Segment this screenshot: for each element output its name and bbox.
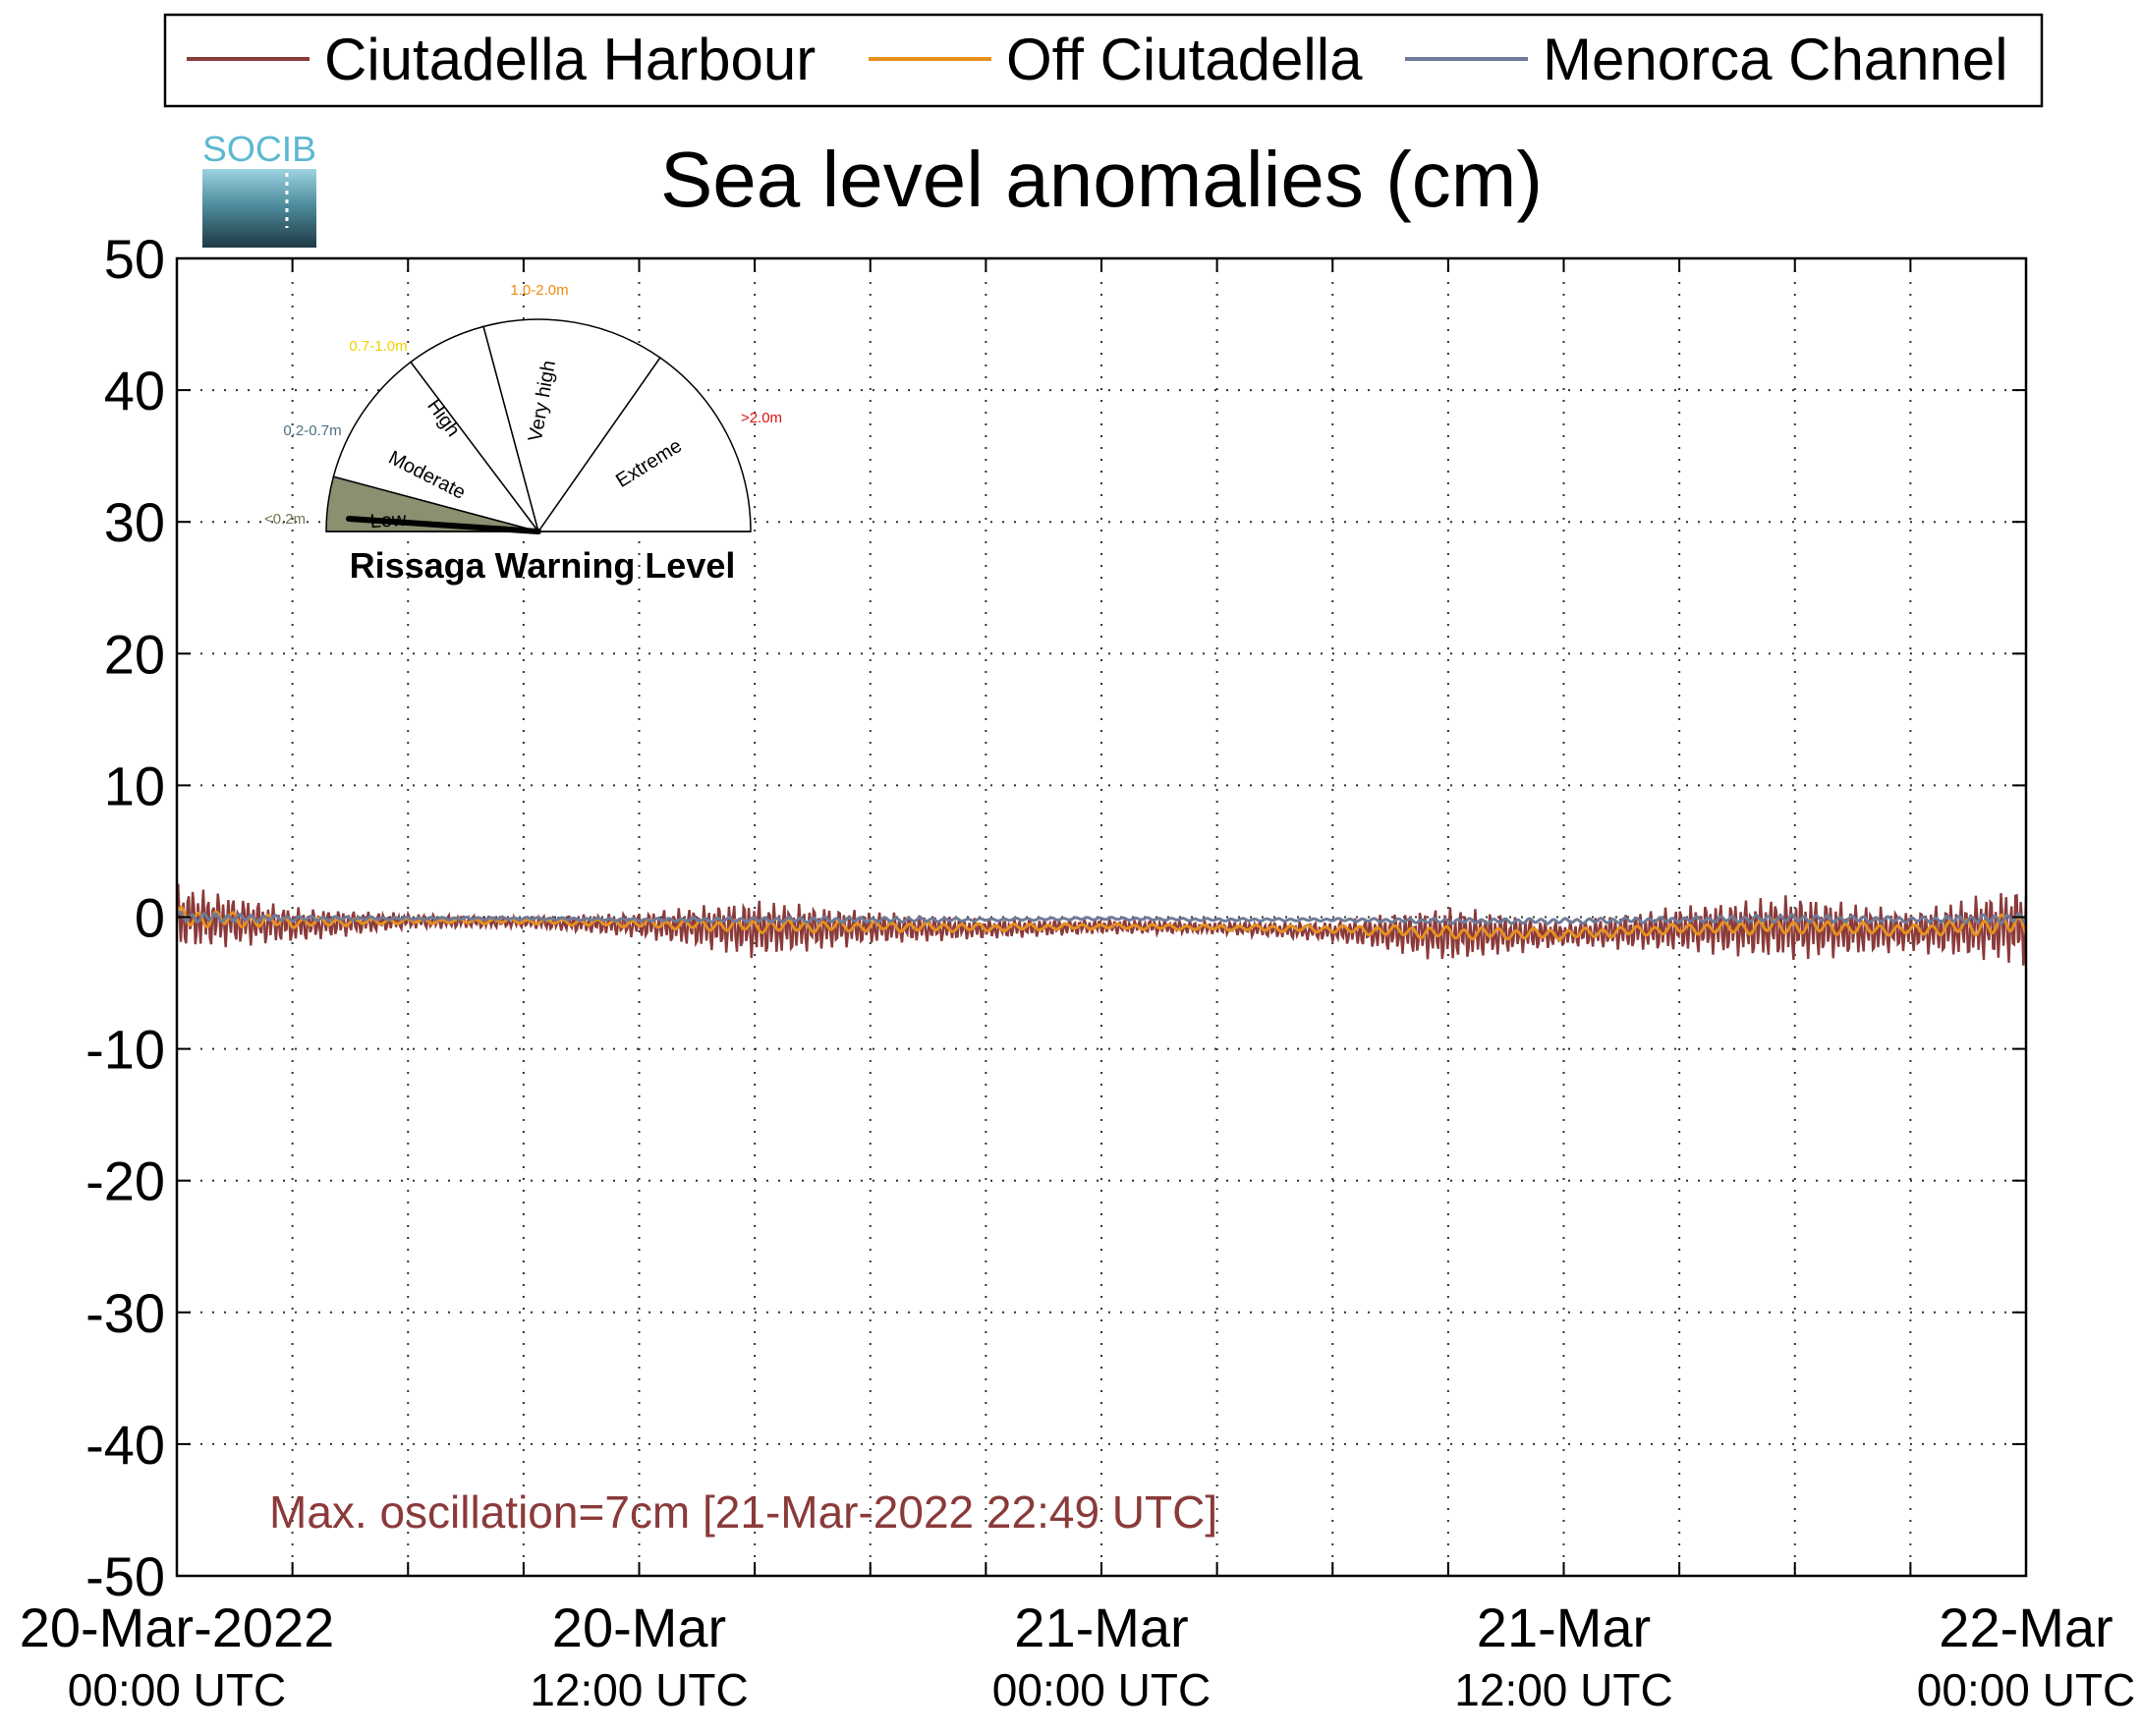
socib-logo-text: SOCIB: [202, 129, 316, 169]
y-tick-label: 30: [104, 491, 165, 553]
legend: Ciutadella Harbour Off Ciutadella Menorc…: [163, 13, 2044, 108]
y-tick-label: -20: [85, 1150, 165, 1212]
x-tick-label-time: 12:00 UTC: [530, 1664, 748, 1715]
gauge-sector-moderate: [332, 361, 540, 533]
legend-label-menorca-channel: Menorca Channel: [1543, 27, 2008, 92]
x-axis: 20-Mar-2022 00:00 UTC 20-Mar 12:00 UTC 21-Ma…: [20, 1596, 2136, 1715]
legend-label-off-ciutadella: Off Ciutadella: [1006, 27, 1363, 92]
chart-title: Sea level anomalies (cm): [660, 136, 1543, 223]
x-tick-label-date: 22-Mar: [1939, 1596, 2113, 1658]
axis-ticks: [176, 257, 2027, 1577]
gauge-range-very-high: 1.0-2.0m: [510, 282, 568, 299]
x-tick-label-time: 12:00 UTC: [1454, 1664, 1672, 1715]
y-tick-label: -10: [85, 1019, 165, 1081]
y-tick-label: 10: [104, 755, 165, 816]
y-tick-label: 50: [104, 228, 165, 290]
grid: [177, 258, 2026, 1576]
series-line-off-ciutadella: [175, 905, 2028, 941]
x-tick-label-time: 00:00 UTC: [992, 1664, 1211, 1715]
max-oscillation-annotation: Max. oscillation=7cm [21-Mar-2022 22:49 …: [269, 1486, 1217, 1538]
x-tick-label-date: 21-Mar: [1477, 1596, 1651, 1658]
series-lines: [175, 883, 2028, 966]
series-line-menorca-channel: [175, 910, 2027, 925]
y-tick-label: 20: [104, 623, 165, 685]
x-tick-label-date: 21-Mar: [1014, 1596, 1188, 1658]
gauge-title: Rissaga Warning Level: [350, 545, 736, 586]
y-tick-label: 0: [135, 887, 165, 949]
x-tick-label-date: 20-Mar-2022: [20, 1596, 335, 1658]
y-tick-label: 40: [104, 360, 165, 421]
x-tick-label-time: 00:00 UTC: [1917, 1664, 2135, 1715]
gauge-range-extreme: >2.0m: [741, 410, 782, 426]
gauge-range-low: <0.2m: [264, 511, 306, 528]
gauge-sector-extreme: [536, 357, 752, 532]
gauge-range-high: 0.7-1.0m: [349, 338, 407, 355]
legend-frame: [163, 13, 2044, 108]
y-tick-label: -50: [85, 1545, 165, 1607]
gauge-needle: [346, 516, 541, 534]
x-tick-label-date: 20-Mar: [552, 1596, 726, 1658]
y-tick-label: -30: [85, 1282, 165, 1344]
rissaga-gauge: Low Moderate High Very high Extreme <0.2…: [264, 282, 782, 586]
legend-label-ciutadella-harbour: Ciutadella Harbour: [324, 27, 816, 92]
socib-logo: SOCIB: [202, 129, 316, 248]
gauge-range-moderate: 0.2-0.7m: [283, 422, 341, 439]
y-tick-label: -40: [85, 1414, 165, 1476]
y-axis: 50 40 30 20 10 0 -10 -20 -30 -40 -50: [85, 228, 165, 1607]
x-tick-label-time: 00:00 UTC: [68, 1664, 286, 1715]
gauge-sector-very-high: [482, 318, 661, 533]
socib-logo-graphic: [202, 169, 316, 248]
